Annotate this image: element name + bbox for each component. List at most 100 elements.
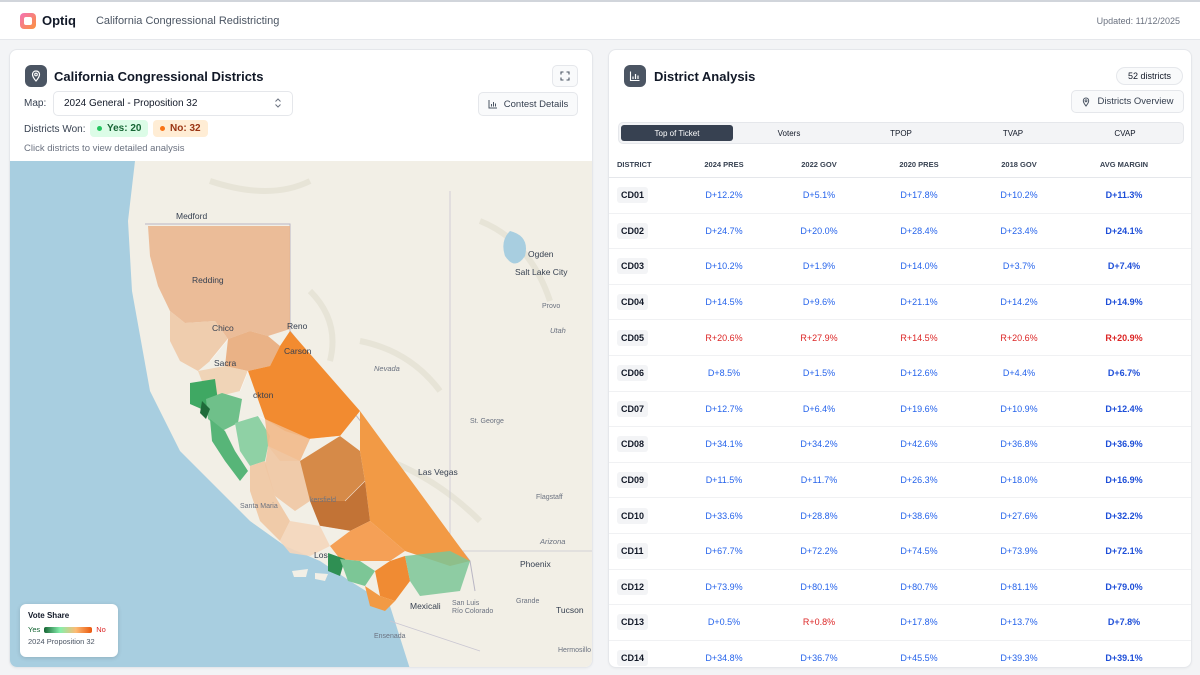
- district-cell: CD08: [617, 427, 687, 462]
- metric-tabs: Top of Ticket Voters TPOP TVAP CVAP: [618, 122, 1184, 144]
- margin-cell: R+27.9%: [800, 332, 838, 343]
- avg-margin-cell: D+72.1%: [1105, 546, 1143, 557]
- city-sacramento: Sacra: [214, 358, 237, 368]
- table-row[interactable]: CD06 D+8.5% D+1.5% D+12.6% D+4.4% D+6.7%: [609, 356, 1191, 392]
- city-las-vegas: Las Vegas: [418, 467, 458, 477]
- table-row[interactable]: CD12 D+73.9% D+80.1% D+80.7% D+81.1% D+79.0%: [609, 570, 1191, 606]
- margin-cell: D+80.7%: [900, 581, 938, 592]
- table-row[interactable]: CD05 R+20.6% R+27.9% R+14.5% R+20.6% R+20.9%: [609, 320, 1191, 356]
- district-fresno[interactable]: [300, 436, 365, 501]
- margin-cell: D+27.6%: [1000, 510, 1038, 521]
- avg-margin-cell: D+36.9%: [1105, 439, 1143, 450]
- contest-details-button[interactable]: Contest Details: [478, 92, 578, 116]
- district-bay-east[interactable]: [206, 393, 242, 431]
- district-central-coast[interactable]: [250, 461, 290, 541]
- district-cell: CD10: [617, 498, 687, 533]
- district-south-bay[interactable]: [235, 416, 270, 466]
- district-la-core[interactable]: [328, 553, 345, 576]
- yes-dot-icon: [97, 126, 102, 131]
- tab-cvap[interactable]: CVAP: [1114, 128, 1136, 138]
- district-imperial[interactable]: [405, 551, 470, 596]
- margin-cell: D+12.6%: [900, 368, 938, 379]
- tab-tvap[interactable]: TVAP: [1002, 128, 1024, 138]
- margin-cell: D+23.4%: [1000, 225, 1038, 236]
- expand-icon: [560, 71, 570, 81]
- district-peninsula[interactable]: [210, 419, 248, 481]
- district-sierra[interactable]: [248, 331, 360, 439]
- district-id-badge: CD10: [617, 507, 649, 524]
- avg-margin-cell: D+14.9%: [1105, 297, 1143, 308]
- margin-cell: D+17.8%: [900, 617, 938, 628]
- district-id-badge: CD06: [617, 365, 649, 382]
- district-id-badge: CD08: [617, 436, 649, 453]
- avg-margin-cell: D+7.4%: [1107, 261, 1141, 272]
- map-select[interactable]: 2024 General - Proposition 32: [53, 91, 293, 116]
- col-2018-gov[interactable]: 2018 GOV: [1001, 160, 1037, 169]
- table-row[interactable]: CD14 D+34.8% D+36.7% D+45.5% D+39.3% D+39.1%: [609, 641, 1191, 667]
- district-inland-empire[interactable]: [375, 556, 410, 601]
- margin-cell: D+9.6%: [802, 297, 836, 308]
- col-avg-margin[interactable]: AVG MARGIN: [1099, 160, 1149, 169]
- avg-margin-cell: D+7.8%: [1107, 617, 1141, 628]
- district-socal-north[interactable]: [330, 521, 405, 561]
- table-row[interactable]: CD04 D+14.5% D+9.6% D+21.1% D+14.2% D+14.9%: [609, 285, 1191, 321]
- table-row[interactable]: CD08 D+34.1% D+34.2% D+42.6% D+36.8% D+36.9%: [609, 427, 1191, 463]
- margin-cell: D+33.6%: [705, 510, 743, 521]
- district-orange[interactable]: [365, 586, 395, 611]
- district-map[interactable]: Medford Redding Chico Sacra Reno Carson …: [10, 161, 593, 668]
- city-los-angeles: Los: [314, 550, 328, 560]
- table-row[interactable]: CD13 D+0.5% R+0.8% D+17.8% D+13.7% D+7.8%: [609, 605, 1191, 641]
- margin-cell: D+11.5%: [705, 475, 743, 486]
- table-row[interactable]: CD07 D+12.7% D+6.4% D+19.6% D+10.9% D+12.4%: [609, 392, 1191, 428]
- district-chico[interactable]: [170, 311, 228, 371]
- col-2024-pres[interactable]: 2024 PRES: [704, 160, 744, 169]
- districts-overview-button[interactable]: Districts Overview: [1071, 90, 1184, 113]
- expand-map-button[interactable]: [552, 65, 578, 87]
- district-north[interactable]: [148, 226, 290, 339]
- tab-voters[interactable]: Voters: [777, 128, 801, 138]
- district-santa-barbara[interactable]: [280, 521, 330, 556]
- bar-chart-icon: [488, 100, 497, 109]
- margin-cell: D+5.1%: [802, 190, 836, 201]
- city-rio-colorado: Río Colorado: [452, 608, 494, 615]
- city-bakersfield: kersfield: [310, 497, 337, 504]
- city-slc: Salt Lake City: [515, 267, 568, 277]
- district-sf[interactable]: [200, 401, 210, 419]
- district-east-desert[interactable]: [360, 411, 470, 566]
- district-modesto[interactable]: [265, 446, 310, 511]
- district-bakersfield[interactable]: [310, 481, 370, 531]
- margin-cell: D+12.7%: [705, 403, 743, 414]
- map-canvas[interactable]: [10, 161, 593, 668]
- tab-tpop[interactable]: TPOP: [890, 128, 912, 138]
- table-row[interactable]: CD01 D+12.2% D+5.1% D+17.8% D+10.2% D+11.3%: [609, 178, 1191, 214]
- margin-cell: D+38.6%: [900, 510, 938, 521]
- district-cell: CD03: [617, 249, 687, 284]
- margin-cell: D+39.3%: [1000, 653, 1038, 664]
- map-pin-icon: [25, 65, 47, 87]
- district-cell: CD09: [617, 463, 687, 498]
- col-2022-gov[interactable]: 2022 GOV: [801, 160, 837, 169]
- margin-cell: D+36.8%: [1000, 439, 1038, 450]
- table-row[interactable]: CD03 D+10.2% D+1.9% D+14.0% D+3.7% D+7.4%: [609, 249, 1191, 285]
- avg-margin-cell: D+32.2%: [1105, 510, 1143, 521]
- margin-cell: D+21.1%: [900, 297, 938, 308]
- legend-gradient: [44, 626, 93, 633]
- district-la-south[interactable]: [340, 559, 375, 586]
- district-sac-east[interactable]: [225, 331, 280, 371]
- city-phoenix: Phoenix: [520, 559, 551, 569]
- table-row[interactable]: CD09 D+11.5% D+11.7% D+26.3% D+18.0% D+16.9%: [609, 463, 1191, 499]
- app-subtitle: California Congressional Redistricting: [95, 14, 280, 27]
- district-id-badge: CD04: [617, 294, 649, 311]
- contest-details-label: Contest Details: [503, 98, 569, 110]
- margin-cell: D+19.6%: [900, 403, 938, 414]
- bar-chart-icon: [624, 65, 646, 87]
- tab-top-of-ticket[interactable]: Top of Ticket: [621, 125, 733, 141]
- table-row[interactable]: CD02 D+24.7% D+20.0% D+28.4% D+23.4% D+24.1%: [609, 214, 1191, 250]
- col-district[interactable]: DISTRICT: [617, 160, 652, 169]
- legend-no-label: No: [96, 625, 106, 634]
- table-row[interactable]: CD10 D+33.6% D+28.8% D+38.6% D+27.6% D+32.2%: [609, 498, 1191, 534]
- district-count-badge: 52 districts: [1116, 67, 1183, 85]
- col-2020-pres[interactable]: 2020 PRES: [899, 160, 939, 169]
- table-row[interactable]: CD11 D+67.7% D+72.2% D+74.5% D+73.9% D+72.1%: [609, 534, 1191, 570]
- avg-margin-cell: D+24.1%: [1105, 225, 1143, 236]
